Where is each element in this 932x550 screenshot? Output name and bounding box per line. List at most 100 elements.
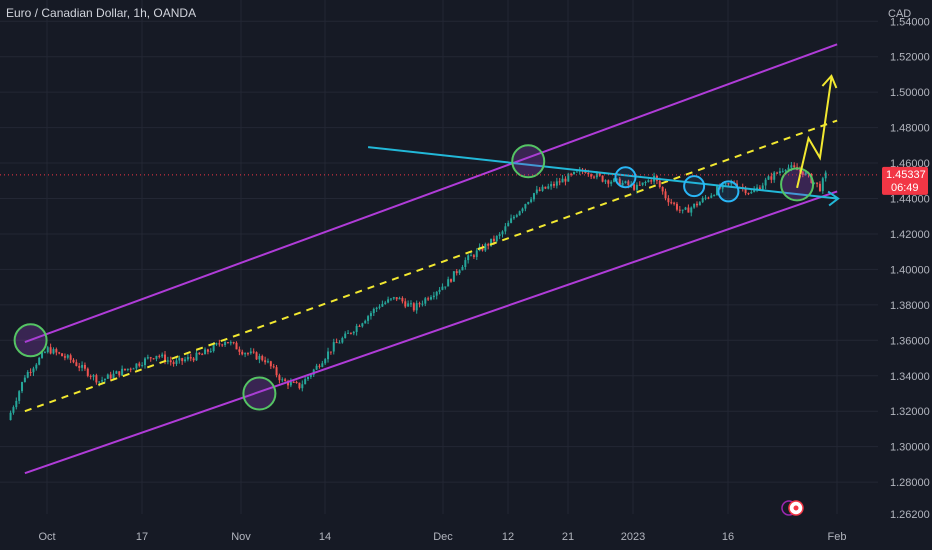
candle-body bbox=[158, 355, 161, 357]
candle-body bbox=[123, 368, 126, 370]
candle-body bbox=[264, 360, 267, 363]
candle-body bbox=[272, 366, 275, 368]
candle-body bbox=[49, 347, 52, 354]
candle-body bbox=[35, 364, 38, 369]
candle-body bbox=[452, 271, 455, 282]
candle-body bbox=[530, 199, 533, 202]
blue-circle-marker bbox=[683, 175, 706, 198]
candle-body bbox=[75, 362, 78, 366]
candle-body bbox=[178, 358, 181, 361]
candle-body bbox=[72, 359, 75, 363]
candle-body bbox=[258, 355, 261, 360]
candle-body bbox=[475, 250, 478, 257]
candle-body bbox=[584, 171, 587, 174]
candle-body bbox=[784, 170, 787, 172]
candle-body bbox=[335, 342, 338, 344]
candle-body bbox=[401, 297, 404, 302]
candle-body bbox=[292, 381, 295, 383]
candle-body bbox=[804, 172, 807, 175]
candle-body bbox=[186, 357, 189, 360]
candle-body bbox=[492, 238, 495, 242]
candle-body bbox=[95, 375, 98, 383]
candle-body bbox=[98, 381, 101, 383]
candle-body bbox=[301, 384, 304, 389]
candle-body bbox=[427, 298, 430, 300]
candle-body bbox=[527, 201, 530, 205]
candle-body bbox=[555, 181, 558, 186]
candle-body bbox=[189, 357, 192, 359]
candle-body bbox=[144, 358, 146, 366]
candle-body bbox=[184, 359, 187, 362]
candle-body bbox=[392, 297, 395, 299]
candle-body bbox=[61, 353, 64, 357]
candle-body bbox=[172, 362, 175, 364]
candle-body bbox=[767, 176, 770, 180]
candle-body bbox=[613, 178, 616, 182]
candle-body bbox=[587, 173, 590, 175]
events-badge[interactable] bbox=[781, 500, 804, 516]
candle-body bbox=[750, 192, 753, 194]
candle-body bbox=[175, 360, 178, 364]
candle-body bbox=[707, 197, 710, 199]
candle-body bbox=[224, 342, 227, 346]
candle-body bbox=[518, 211, 521, 216]
candle-body bbox=[206, 349, 209, 352]
candle-body bbox=[627, 181, 630, 186]
time-axis[interactable]: Oct 17 Nov 14 Dec 12 21 2023 16 Feb bbox=[38, 531, 846, 543]
candle-body bbox=[538, 189, 541, 191]
candle-body bbox=[424, 298, 427, 304]
candle-body bbox=[761, 185, 764, 190]
candle-body bbox=[444, 286, 447, 288]
candle-body bbox=[138, 363, 141, 366]
candle-body bbox=[404, 301, 407, 307]
candle-body bbox=[507, 222, 510, 227]
candle-body bbox=[698, 202, 701, 206]
candle-body bbox=[235, 342, 238, 350]
candle-body bbox=[615, 178, 618, 180]
candle-body bbox=[744, 187, 747, 194]
candle-body bbox=[484, 243, 487, 251]
candle-body bbox=[730, 182, 733, 184]
candle-body bbox=[567, 173, 570, 182]
price-tag-countdown: 06:49 bbox=[891, 182, 919, 194]
candle-body bbox=[773, 172, 776, 180]
candle-body bbox=[621, 182, 624, 186]
candle-body bbox=[329, 351, 332, 353]
candle-body bbox=[41, 352, 44, 358]
candle-body bbox=[46, 347, 49, 353]
candle-body bbox=[455, 271, 458, 274]
candle-body bbox=[289, 381, 292, 386]
candle-body bbox=[461, 266, 464, 271]
candle-body bbox=[23, 377, 26, 383]
candle-body bbox=[332, 342, 335, 352]
x-tick-label: Nov bbox=[231, 531, 251, 543]
candle-body bbox=[63, 356, 66, 358]
candle-body bbox=[647, 180, 650, 182]
candle-body bbox=[573, 171, 575, 175]
x-tick-label: Feb bbox=[828, 531, 847, 543]
candle-body bbox=[229, 342, 232, 344]
candle-body bbox=[495, 235, 498, 242]
candle-body bbox=[624, 181, 627, 183]
candle-body bbox=[295, 382, 298, 384]
y-tick-label: 1.54000 bbox=[890, 16, 930, 28]
candle-body bbox=[361, 323, 364, 327]
drawing-layer[interactable] bbox=[13, 43, 840, 475]
candle-body bbox=[341, 338, 344, 343]
candle-body bbox=[747, 193, 750, 195]
candle-body bbox=[347, 332, 350, 334]
candle-body bbox=[324, 359, 327, 364]
candle-body bbox=[778, 171, 781, 174]
candle-body bbox=[266, 361, 269, 363]
y-tick-label: 1.42000 bbox=[890, 229, 930, 241]
candle-body bbox=[593, 176, 596, 178]
candle-body bbox=[344, 333, 347, 339]
candle-body bbox=[790, 165, 793, 168]
candle-body bbox=[269, 361, 272, 367]
candle-body bbox=[309, 374, 312, 377]
candle-body bbox=[89, 375, 92, 377]
projection-arrowhead bbox=[821, 74, 838, 89]
candle-body bbox=[212, 344, 215, 352]
channel-midline bbox=[24, 119, 838, 413]
